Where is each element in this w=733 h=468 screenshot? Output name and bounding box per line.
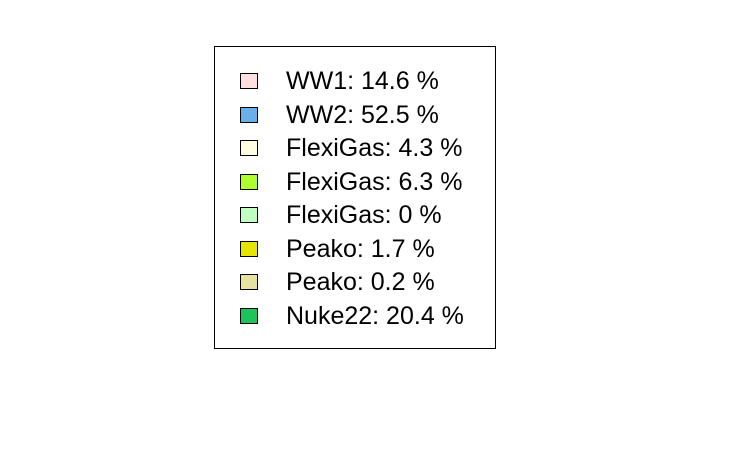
legend-label: WW2: 52.5 %	[286, 101, 439, 129]
legend-label: Peako: 0.2 %	[286, 268, 435, 296]
chart-legend: WW1: 14.6 % WW2: 52.5 % FlexiGas: 4.3 % Fle…	[214, 46, 496, 349]
legend-swatch	[240, 107, 258, 123]
legend-label: WW1: 14.6 %	[286, 67, 439, 95]
legend-swatch	[240, 174, 258, 190]
legend-label: FlexiGas: 6.3 %	[286, 168, 462, 196]
legend-swatch	[240, 207, 258, 223]
legend-swatch	[240, 73, 258, 89]
legend-swatch	[240, 241, 258, 257]
legend-label: FlexiGas: 0 %	[286, 201, 442, 229]
legend-label: Peako: 1.7 %	[286, 235, 435, 263]
legend-swatch	[240, 140, 258, 156]
legend-swatch	[240, 308, 258, 324]
legend-label: FlexiGas: 4.3 %	[286, 134, 462, 162]
legend-label: Nuke22: 20.4 %	[286, 302, 464, 330]
legend-swatch	[240, 274, 258, 290]
